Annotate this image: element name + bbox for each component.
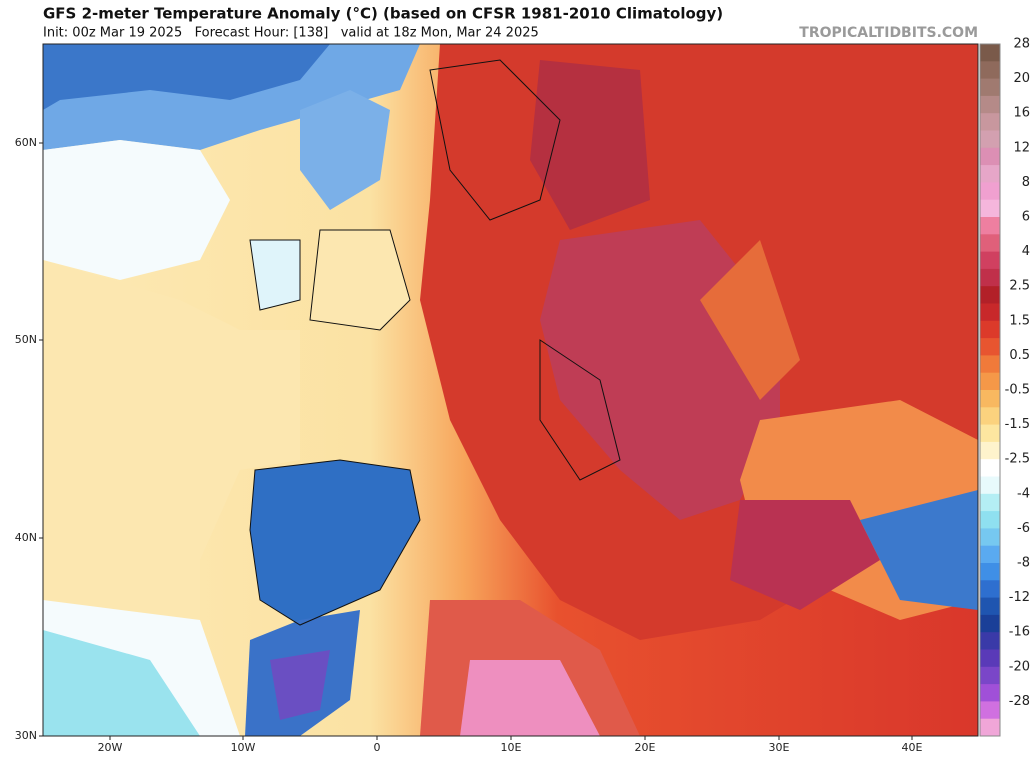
colorbar-swatch: [980, 217, 1000, 235]
title: GFS 2-meter Temperature Anomaly (°C) (ba…: [43, 5, 723, 23]
colorbar-swatch: [980, 130, 1000, 149]
colorbar-swatch: [980, 199, 1000, 218]
colorbar-label: 1.5: [1009, 313, 1030, 328]
lon-label: 20W: [98, 741, 123, 754]
colorbar-swatch: [980, 147, 1000, 166]
colorbar-swatch: [980, 372, 1000, 391]
colorbar-swatch: [980, 545, 1000, 564]
colorbar-label: -12: [1009, 590, 1030, 605]
colorbar-swatch: [980, 511, 1000, 529]
lat-label: 50N: [15, 333, 37, 346]
subtitle: Init: 00z Mar 19 2025 Forecast Hour: [13…: [43, 26, 539, 41]
colorbar-swatch: [980, 268, 1000, 287]
colorbar-label: -4: [1017, 486, 1030, 501]
colorbar-label: 2.5: [1009, 279, 1030, 294]
colorbar-swatch: [980, 303, 1000, 322]
watermark: TROPICALTIDBITS.COM: [799, 25, 978, 41]
colorbar-label: 4: [1022, 244, 1030, 259]
colorbar-swatch: [980, 597, 1000, 616]
colorbar-label: 16: [1013, 106, 1030, 121]
colorbar-swatch: [980, 684, 1000, 702]
colorbar-swatch: [980, 614, 1000, 633]
colorbar-swatch: [980, 424, 1000, 443]
colorbar-swatch: [980, 61, 1000, 80]
colorbar-swatch: [980, 528, 1000, 547]
colorbar-swatch: [980, 493, 1000, 512]
colorbar-swatch: [980, 718, 1000, 737]
lon-label: 10E: [501, 741, 522, 754]
colorbar-swatch: [980, 701, 1000, 720]
colorbar-label: 12: [1013, 140, 1030, 155]
lon-label: 0: [374, 741, 381, 754]
colorbar-label: -0.5: [1005, 383, 1030, 398]
colorbar-label: 28: [1013, 37, 1030, 52]
colorbar-label: -6: [1017, 521, 1030, 536]
colorbar-frame: [979, 43, 1001, 737]
colorbar-swatch: [980, 476, 1000, 495]
colorbar-label: 20: [1013, 71, 1030, 86]
lat-label: 40N: [15, 531, 37, 544]
colorbar-swatch: [980, 441, 1000, 460]
colorbar-label: 6: [1022, 210, 1030, 225]
colorbar-label: -16: [1009, 625, 1030, 640]
colorbar-swatch: [980, 632, 1000, 650]
colorbar-swatch: [980, 459, 1000, 477]
colorbar-swatch: [980, 649, 1000, 668]
colorbar-swatch: [980, 338, 1000, 356]
lon-label: 30E: [769, 741, 790, 754]
axes: 60N 50N 40N 30N 20W 10W 0 10E 20E 30E 40E: [15, 136, 923, 754]
colorbar-swatch: [980, 44, 1000, 62]
colorbar-label: -28: [1009, 694, 1030, 709]
colorbar-label: -1.5: [1005, 417, 1030, 432]
lat-label: 30N: [15, 729, 37, 742]
colorbar-swatch: [980, 165, 1000, 183]
colorbar-swatch: [980, 355, 1000, 374]
colorbar-label: 8: [1022, 175, 1030, 190]
lat-label: 60N: [15, 136, 37, 149]
map: [43, 44, 978, 736]
colorbar-swatch: [980, 320, 1000, 339]
colorbar-swatch: [980, 286, 1000, 304]
lon-label: 20E: [635, 741, 656, 754]
colorbar-swatch: [980, 251, 1000, 270]
colorbar-swatch: [980, 95, 1000, 114]
colorbar-swatch: [980, 580, 1000, 599]
colorbar-swatch: [980, 234, 1000, 253]
colorbar-label: -2.5: [1005, 452, 1030, 467]
colorbar-swatch: [980, 407, 1000, 426]
colorbar: 28 20 16 12 8 6 4 2.5 1.5 0.5 -0.5 -1.5 -2.5 -4 -6 -8 -1…: [979, 37, 1030, 737]
colorbar-swatch: [980, 390, 1000, 408]
colorbar-swatch: [980, 563, 1000, 581]
colorbar-label: -8: [1017, 556, 1030, 571]
colorbar-swatch: [980, 182, 1000, 201]
colorbar-swatch: [980, 113, 1000, 131]
colorbar-swatch: [980, 78, 1000, 97]
lon-label: 40E: [902, 741, 923, 754]
colorbar-label: -20: [1009, 659, 1030, 674]
colorbar-label: 0.5: [1009, 348, 1030, 363]
lon-label: 10W: [231, 741, 256, 754]
colorbar-swatch: [980, 666, 1000, 685]
